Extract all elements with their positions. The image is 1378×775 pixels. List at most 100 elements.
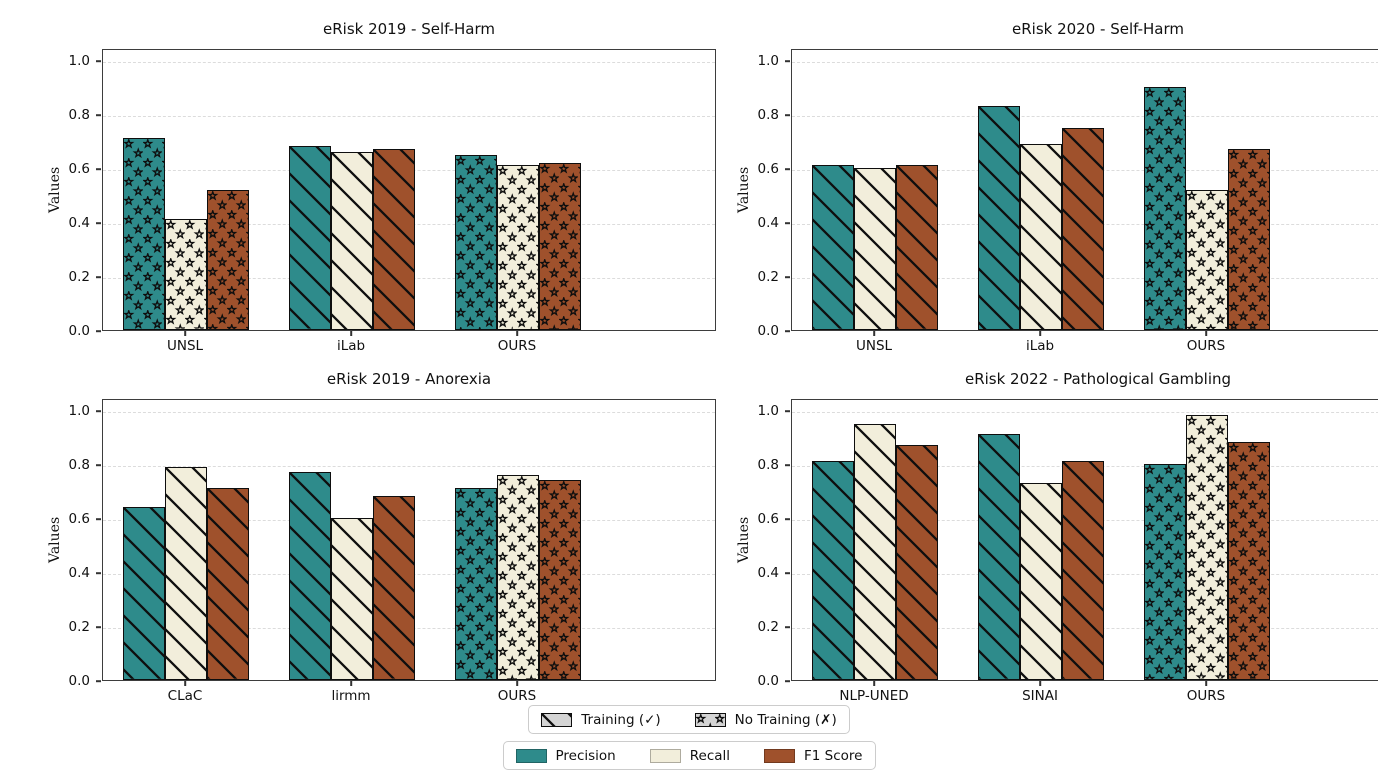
bar-precision-ours bbox=[455, 488, 497, 680]
y-tick-mark bbox=[96, 60, 101, 62]
y-tick-label: 0.8 bbox=[68, 107, 90, 123]
x-tick-label-sinai: SINAI bbox=[1022, 688, 1058, 704]
bar-f1-score-nlp-uned bbox=[896, 445, 938, 680]
gridline-1.0 bbox=[103, 62, 715, 63]
star-hatch-overlay bbox=[1145, 88, 1185, 329]
x-axis-ticks: UNSL iLab OURS bbox=[102, 331, 716, 363]
star-hatch-overlay bbox=[456, 155, 496, 329]
y-tick-mark bbox=[785, 276, 790, 278]
star-hatch-overlay bbox=[1145, 465, 1185, 679]
y-tick-label: 0.4 bbox=[757, 215, 779, 231]
x-tick-label-ours: OURS bbox=[497, 338, 537, 354]
legend-label-no-training: No Training (✗) bbox=[734, 711, 837, 728]
bar-f1-score-unsl bbox=[207, 189, 249, 330]
bar-f1-score-clac bbox=[207, 488, 249, 680]
bar-precision-unsl bbox=[812, 165, 854, 330]
legend-hatch-box: Training (✓) No Training (✗) bbox=[528, 705, 850, 734]
x-tick-label-ours: OURS bbox=[1186, 338, 1226, 354]
y-tick-label: 0.0 bbox=[68, 673, 90, 689]
x-tick-mark bbox=[350, 681, 352, 686]
bar-f1-score-ours bbox=[1228, 149, 1270, 330]
star-hatch-overlay bbox=[540, 481, 580, 679]
bar-recall-ours bbox=[497, 474, 539, 680]
subplot-erisk-2019-self-harm: eRisk 2019 - Self-Harm Values 0.0 0.2 0.4 0… bbox=[40, 16, 729, 366]
diag-hatch-overlay bbox=[813, 462, 853, 679]
x-tick-mark bbox=[873, 681, 875, 686]
y-tick-mark bbox=[96, 330, 101, 332]
legend-label-training: Training (✓) bbox=[581, 711, 661, 728]
star-hatch-overlay bbox=[166, 220, 206, 329]
y-tick-label: 0.6 bbox=[757, 161, 779, 177]
x-tick-label-clac: CLaC bbox=[167, 688, 203, 704]
chart-title: eRisk 2019 - Anorexia bbox=[326, 370, 492, 388]
legend-item-training: Training (✓) bbox=[541, 711, 661, 728]
legend-item-f1: F1 Score bbox=[764, 748, 863, 764]
y-tick-mark bbox=[96, 572, 101, 574]
star-hatch-overlay bbox=[1187, 190, 1227, 329]
bar-recall-ilab bbox=[331, 151, 373, 330]
bar-group-unsl bbox=[123, 138, 249, 330]
bar-group-ilab bbox=[978, 105, 1104, 330]
diag-hatch-overlay bbox=[290, 147, 330, 329]
x-axis-ticks: NLP-UNED SINAI OURS bbox=[791, 681, 1378, 713]
chart-title: eRisk 2019 - Self-Harm bbox=[323, 20, 495, 38]
f1-color-swatch bbox=[764, 748, 796, 763]
y-tick-label: 0.2 bbox=[68, 619, 90, 635]
bar-precision-lirmm bbox=[289, 472, 331, 680]
y-tick-label: 0.2 bbox=[68, 269, 90, 285]
x-tick-label-ilab: iLab bbox=[1025, 338, 1055, 354]
diag-hatch-overlay bbox=[166, 467, 206, 679]
x-tick-label-unsl: UNSL bbox=[855, 338, 893, 354]
x-tick-mark bbox=[184, 331, 186, 336]
y-tick-label: 0.4 bbox=[757, 565, 779, 581]
legend-item-no-training: No Training (✗) bbox=[694, 711, 837, 728]
bar-precision-ours bbox=[1144, 87, 1186, 330]
y-tick-mark bbox=[96, 680, 101, 682]
y-tick-label: 1.0 bbox=[68, 403, 90, 419]
legend-label-recall: Recall bbox=[689, 747, 731, 764]
subplot-erisk-2019-anorexia: eRisk 2019 - Anorexia Values 0.0 0.2 0.4 0.… bbox=[40, 366, 729, 716]
bar-precision-unsl bbox=[123, 138, 165, 330]
diag-hatch-overlay bbox=[979, 106, 1019, 329]
subplot-erisk-2022-pathological-gambling: eRisk 2022 - Pathological Gambling Value… bbox=[729, 366, 1378, 716]
y-tick-mark bbox=[785, 680, 790, 682]
bar-recall-ours bbox=[497, 165, 539, 330]
y-tick-label: 0.0 bbox=[757, 323, 779, 339]
gridline-0.8 bbox=[103, 466, 715, 467]
diag-hatch-overlay bbox=[855, 169, 895, 329]
y-tick-mark bbox=[96, 276, 101, 278]
diag-hatch-overlay bbox=[374, 150, 414, 329]
bar-recall-ours bbox=[1186, 189, 1228, 330]
y-tick-mark bbox=[785, 168, 790, 170]
x-tick-label-nlp-uned: NLP-UNED bbox=[839, 688, 909, 704]
bar-group-lirmm bbox=[289, 472, 415, 680]
legend-area: Training (✓) No Training (✗) Precision R… bbox=[0, 700, 1378, 775]
y-tick-mark bbox=[785, 464, 790, 466]
y-tick-label: 0.6 bbox=[68, 161, 90, 177]
y-tick-label: 0.2 bbox=[757, 619, 779, 635]
bar-group-ours bbox=[1144, 87, 1270, 330]
y-axis-ticks: 0.0 0.2 0.4 0.6 0.8 1.0 bbox=[40, 366, 102, 716]
y-tick-label: 0.0 bbox=[757, 673, 779, 689]
y-tick-mark bbox=[785, 410, 790, 412]
plot-area bbox=[102, 399, 716, 681]
bar-f1-score-ilab bbox=[373, 149, 415, 330]
bar-recall-lirmm bbox=[331, 518, 373, 680]
bar-f1-score-ours bbox=[539, 162, 581, 330]
bar-precision-ours bbox=[455, 154, 497, 330]
diag-hatch-overlay bbox=[208, 489, 248, 679]
x-tick-mark bbox=[350, 331, 352, 336]
bar-group-ours bbox=[455, 474, 581, 680]
diag-hatch-overlay bbox=[1063, 128, 1103, 329]
star-hatch-overlay bbox=[498, 475, 538, 679]
y-tick-label: 0.4 bbox=[68, 565, 90, 581]
bar-recall-unsl bbox=[165, 219, 207, 330]
y-tick-label: 0.8 bbox=[757, 457, 779, 473]
bar-group-nlp-uned bbox=[812, 423, 938, 680]
x-tick-mark bbox=[1205, 331, 1207, 336]
recall-color-swatch bbox=[649, 748, 681, 763]
star-hatch-overlay bbox=[208, 190, 248, 329]
bar-group-ilab bbox=[289, 146, 415, 330]
bar-recall-ilab bbox=[1020, 143, 1062, 330]
